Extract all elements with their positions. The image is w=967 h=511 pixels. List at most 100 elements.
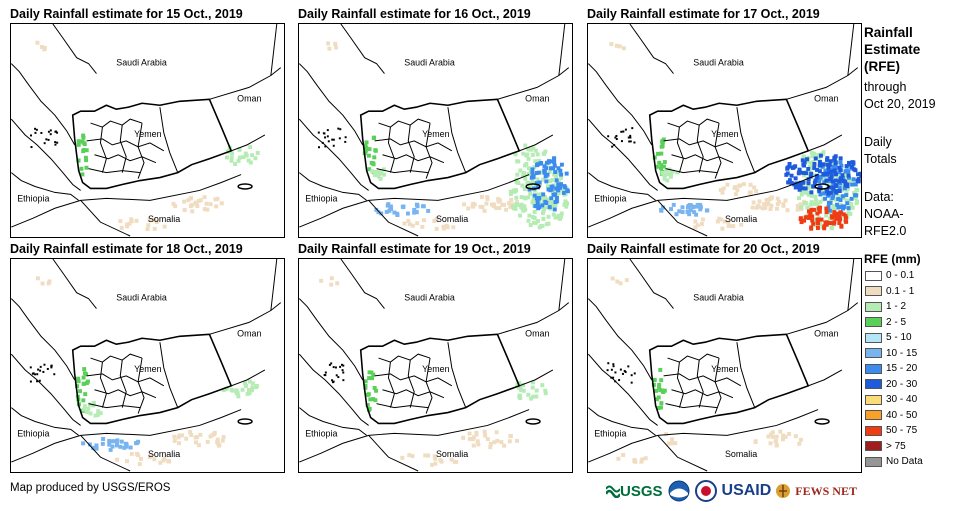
rainfall-cell [137, 462, 142, 467]
island-mark [337, 127, 340, 130]
rainfall-cell [846, 206, 851, 211]
country-label-oman: Oman [525, 93, 549, 103]
rainfall-cell [811, 221, 816, 226]
rainfall-cell [543, 149, 548, 154]
rainfall-cell [75, 384, 80, 389]
rainfall-cell [836, 197, 841, 202]
rainfall-cell [833, 161, 838, 166]
rainfall-cell [692, 210, 697, 215]
rainfall-cell [822, 224, 827, 229]
rainfall-cell [204, 201, 209, 206]
rainfall-cell [530, 170, 535, 175]
rainfall-cell [802, 218, 807, 223]
rainfall-cell [125, 459, 129, 464]
rainfall-cell [775, 202, 780, 207]
rainfall-cell [833, 189, 838, 194]
boundary-line [88, 168, 141, 174]
rainfall-cell [810, 214, 815, 219]
rainfall-cell [552, 207, 557, 212]
boundary-line [676, 126, 684, 173]
rainfall-cell [659, 166, 663, 171]
rainfall-cell [852, 167, 857, 172]
island-mark [340, 363, 343, 366]
rainfall-cell [658, 367, 663, 372]
rainfall-cell [693, 219, 698, 224]
rainfall-cell [221, 388, 226, 393]
rainfall-cell [836, 205, 841, 210]
rainfall-cell [237, 155, 242, 160]
rainfall-cell [542, 170, 547, 175]
rainfall-cell [100, 441, 105, 446]
rainfall-cell [372, 135, 377, 140]
usaid-seal-icon [694, 480, 717, 502]
rainfall-cell [556, 166, 561, 171]
legend-class-row: 0.1 - 1 [865, 284, 914, 300]
rainfall-cell [659, 151, 664, 156]
rainfall-cell [845, 184, 850, 189]
rainfall-cell [853, 190, 858, 195]
partner-logos: USGS USAID FEWS NET [606, 478, 857, 504]
rainfall-cell [812, 151, 817, 156]
rainfall-cell [202, 195, 207, 200]
rainfall-cell [513, 152, 518, 157]
boundary-line [86, 138, 165, 152]
rainfall-cell [654, 388, 659, 393]
boundary-line [11, 172, 79, 201]
socotra-island [814, 418, 830, 425]
island-mark [331, 138, 334, 141]
island-mark [50, 364, 53, 367]
island-mark [29, 366, 32, 369]
rainfall-cell [818, 192, 823, 197]
rainfall-cell [774, 434, 779, 439]
rainfall-cell [833, 183, 838, 188]
rainfall-cell [817, 160, 822, 164]
rainfall-cell [523, 143, 528, 148]
rainfall-cell [789, 181, 794, 185]
island-mark [324, 374, 327, 377]
rainfall-cell [651, 382, 656, 387]
rainfall-cell [229, 158, 234, 163]
rainfall-cell [777, 199, 781, 204]
island-mark [332, 138, 335, 141]
rainfall-cell [816, 178, 821, 183]
rainfall-cell [462, 202, 467, 207]
rainfall-cell [94, 443, 99, 448]
rainfall-cell [614, 43, 619, 48]
legend-class-label: > 75 [886, 440, 906, 452]
rainfall-cell [811, 207, 816, 212]
rainfall-cell [536, 170, 541, 175]
rainfall-cell [527, 184, 532, 189]
rainfall-cell [526, 392, 531, 397]
rainfall-cell [818, 153, 823, 158]
rainfall-cell [531, 146, 536, 151]
rainfall-cell [831, 164, 836, 169]
boundary-line [90, 118, 143, 128]
rainfall-cell [79, 166, 84, 171]
rainfall-cell [787, 162, 792, 166]
map-credit: Map produced by USGS/EROS [10, 482, 171, 494]
island-mark [39, 365, 42, 368]
rainfall-cell [837, 189, 842, 194]
rainfall-cell [502, 443, 507, 448]
rainfall-cell [377, 171, 382, 176]
rainfall-cell [838, 204, 843, 209]
rainfall-cell [690, 205, 695, 210]
rainfall-cell [519, 202, 524, 207]
rainfall-cell [803, 186, 808, 191]
rainfall-cell [392, 210, 397, 215]
boundary-line [588, 174, 819, 228]
rainfall-cell [148, 453, 153, 458]
rainfall-cell [831, 186, 836, 191]
socotra-island [237, 183, 253, 190]
rainfall-cell [523, 176, 528, 181]
island-mark [341, 369, 344, 372]
rainfall-cell [557, 216, 562, 221]
rainfall-cell [670, 437, 675, 442]
rainfall-cell [76, 141, 81, 146]
rainfall-cell [823, 196, 828, 201]
rainfall-cell [81, 133, 86, 138]
rainfall-cell [526, 218, 531, 223]
rainfall-cell [632, 458, 637, 463]
rainfall-cell [775, 196, 780, 201]
rainfall-cell [220, 438, 225, 443]
